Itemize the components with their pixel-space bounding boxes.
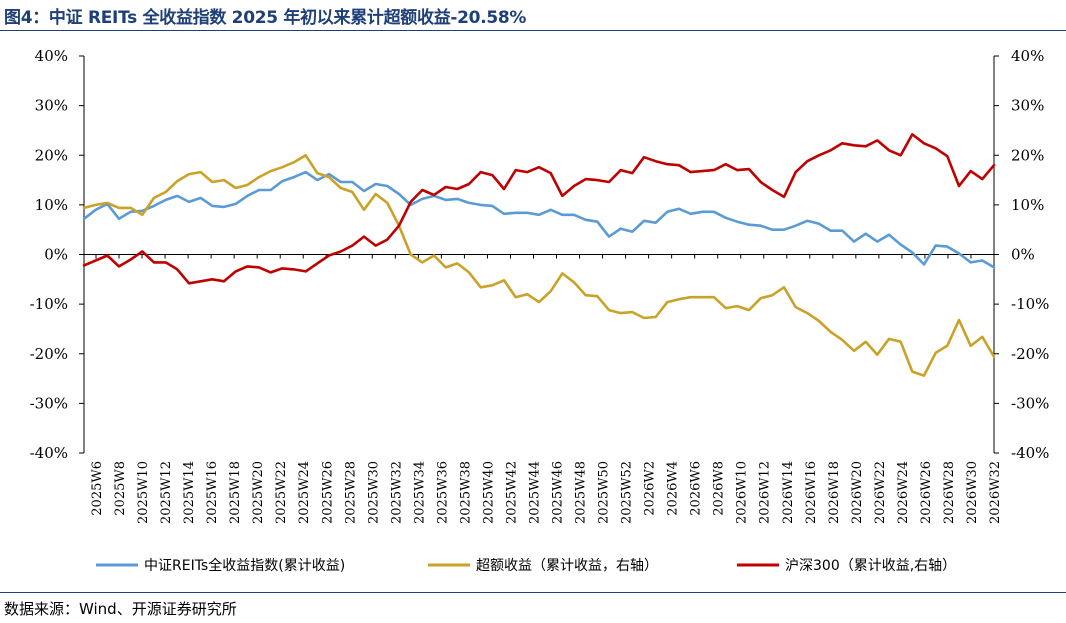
x-tick-label: 2025W8 xyxy=(113,461,128,516)
left-tick-label: 30% xyxy=(35,97,68,115)
x-tick-label: 2026W28 xyxy=(942,461,957,524)
x-tick-label: 2026W12 xyxy=(758,461,773,524)
x-tick-label: 2026W22 xyxy=(873,461,888,524)
x-tick-label: 2025W28 xyxy=(343,461,358,524)
figure-title: 图4：中证 REITs 全收益指数 2025 年初以来累计超额收益-20.58% xyxy=(4,8,527,28)
x-tick-label: 2025W50 xyxy=(597,461,612,524)
x-tick-label: 2025W20 xyxy=(251,461,266,524)
x-tick-label: 2025W12 xyxy=(159,461,174,524)
series-line-1 xyxy=(82,170,996,269)
x-tick-label: 2026W4 xyxy=(666,461,681,516)
right-tick-label: 30% xyxy=(1011,97,1044,115)
right-tick-label: 10% xyxy=(1011,196,1044,214)
x-tick-label: 2025W22 xyxy=(274,461,289,524)
source-note: 数据来源：Wind、开源证券研究所 xyxy=(4,600,237,618)
left-tick-label: -20% xyxy=(30,345,68,363)
series-line-2 xyxy=(82,154,996,377)
x-tick-label: 2025W44 xyxy=(527,461,542,524)
right-tick-label: -20% xyxy=(1011,345,1049,363)
x-tick-label: 2025W34 xyxy=(412,461,427,524)
legend-label-3: 沪深300（累计收益,右轴） xyxy=(785,558,956,574)
x-tick-label: 2026W24 xyxy=(896,461,911,524)
x-tick-label: 2026W16 xyxy=(804,461,819,524)
x-tick-label: 2025W36 xyxy=(435,461,450,524)
chart: 40% 30% 20% 10% 0% -10% -20% -30% -40% 40% 30% 20% 1… xyxy=(30,47,1050,574)
x-tick-label: 2025W38 xyxy=(458,461,473,524)
x-tick-label: 2025W14 xyxy=(182,461,197,524)
x-tick-label: 2025W42 xyxy=(504,461,519,524)
right-tick-label: 20% xyxy=(1011,146,1044,164)
x-tick-label: 2026W26 xyxy=(919,461,934,524)
x-tick-label: 2025W46 xyxy=(551,461,566,524)
left-tick-label: 10% xyxy=(35,196,68,214)
x-tick-label: 2026W30 xyxy=(965,461,980,524)
x-tick-label: 2025W16 xyxy=(205,461,220,524)
title-divider xyxy=(0,30,1066,31)
legend-label-1: 中证REITs全收益指数(累计收益) xyxy=(144,557,345,574)
x-tick-label: 2025W6 xyxy=(90,461,105,516)
x-tick-label: 2025W48 xyxy=(574,461,589,524)
footer-divider xyxy=(0,592,1066,593)
right-tick-label: -30% xyxy=(1011,394,1049,412)
right-tick-label: 0% xyxy=(1011,246,1035,264)
left-tick-label: -30% xyxy=(30,394,68,412)
x-tick-label: 2025W52 xyxy=(620,461,635,524)
series-line-3 xyxy=(82,133,996,285)
left-tick-label: 40% xyxy=(35,47,68,65)
x-tick-label: 2026W6 xyxy=(689,461,704,516)
right-tick-label: 40% xyxy=(1011,47,1044,65)
x-tick-label: 2025W30 xyxy=(366,461,381,524)
x-tick-label: 2025W32 xyxy=(389,461,404,524)
left-tick-label: -40% xyxy=(30,444,68,462)
x-tick-label: 2025W40 xyxy=(481,461,496,524)
x-tick-label: 2026W14 xyxy=(781,461,796,524)
legend-label-2: 超额收益（累计收益，右轴） xyxy=(476,558,658,574)
x-tick-label: 2025W26 xyxy=(320,461,335,524)
left-tick-label: 0% xyxy=(44,246,68,264)
right-tick-label: -10% xyxy=(1011,295,1049,313)
x-tick-label: 2025W18 xyxy=(228,461,243,524)
x-tick-label: 2025W10 xyxy=(136,461,151,524)
x-tick-label: 2025W24 xyxy=(297,461,312,524)
x-tick-label: 2026W10 xyxy=(735,461,750,524)
x-tick-label: 2026W32 xyxy=(988,461,1003,524)
left-tick-label: 20% xyxy=(35,146,68,164)
right-tick-label: -40% xyxy=(1011,444,1049,462)
x-tick-label: 2026W8 xyxy=(712,461,727,516)
left-tick-label: -10% xyxy=(30,295,68,313)
x-tick-label: 2026W2 xyxy=(643,461,658,516)
x-tick-label: 2026W18 xyxy=(827,461,842,524)
x-tick-label: 2026W20 xyxy=(850,461,865,524)
